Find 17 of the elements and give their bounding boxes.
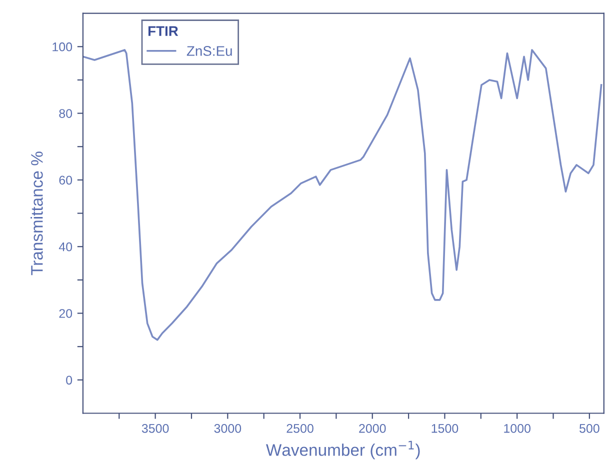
y-tick-label: 20 [59,309,72,318]
x-tick-label: 500 [580,424,600,433]
legend-title: FTIR [148,26,178,36]
x-tick-label: 2000 [359,424,386,433]
x-tick-label: 2500 [286,424,314,433]
x-tick-label: 3500 [142,424,169,433]
x-tick-label: 3000 [214,424,242,433]
y-tick-label: 80 [59,109,72,118]
y-tick-label: 60 [59,176,72,185]
x-axis-title: Wavenumber (cm$^{−1}$) [266,440,420,460]
x-tick-label: 1000 [504,424,530,433]
legend-label: ZnS:Eu [186,46,232,56]
x-tick-label: 1500 [432,424,458,433]
y-tick-label: 40 [58,242,72,252]
y-tick-label: 0 [66,376,72,385]
y-axis-title: Transmittance % [30,152,43,276]
y-tick-label: 100 [52,42,72,52]
